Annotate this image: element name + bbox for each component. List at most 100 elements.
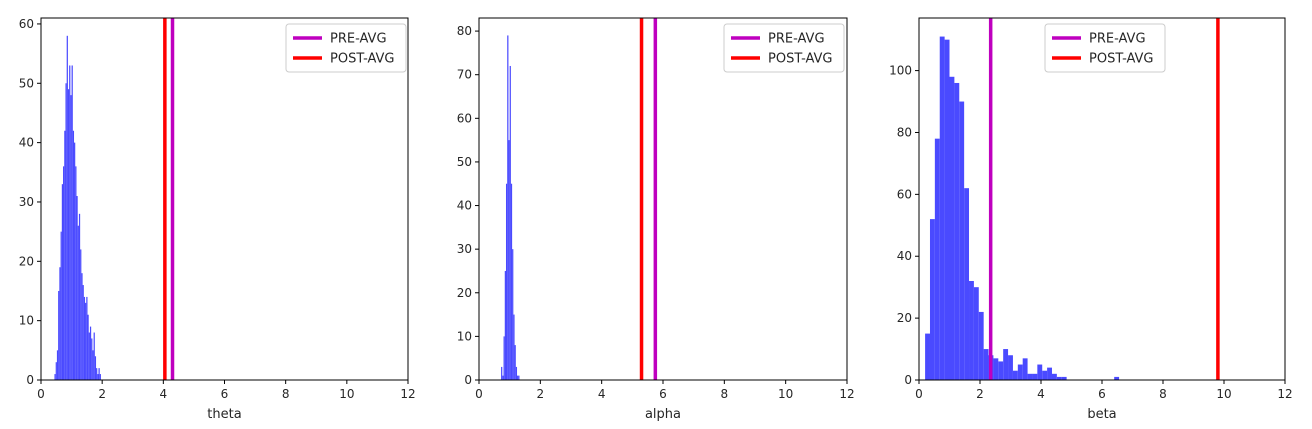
histogram-bar	[93, 332, 95, 380]
x-tick-label: 8	[282, 387, 290, 401]
histogram-bar	[98, 368, 100, 380]
legend: PRE-AVG POST-AVG	[285, 23, 407, 73]
histogram-bar	[1008, 355, 1013, 380]
histogram-bar	[63, 166, 65, 380]
histogram-bars	[925, 36, 1120, 381]
histogram-bar	[71, 65, 73, 381]
histogram-bar	[998, 361, 1004, 380]
legend-label: POST-AVG	[330, 52, 395, 67]
histogram-bar	[1022, 358, 1028, 380]
histogram-bar	[74, 142, 76, 380]
histogram-bar	[1114, 376, 1120, 380]
x-axis-label: theta	[207, 407, 241, 422]
histogram-bar	[91, 338, 93, 380]
legend-label: POST-AVG	[1089, 52, 1154, 67]
x-tick-label: 2	[537, 387, 545, 401]
chart-panel-beta: 0 2 4 6 8 10 12 0 20 40 60 80 100 beta PRE-AVG POST-AVG	[889, 17, 1293, 422]
histogram-bar	[72, 130, 75, 380]
histogram-bar	[939, 36, 945, 381]
histogram-bar	[61, 184, 64, 380]
x-tick-label: 8	[1159, 387, 1167, 401]
histogram-bar	[993, 358, 999, 380]
histogram-bar	[66, 35, 68, 380]
histogram-bar	[59, 267, 61, 380]
histogram-bar	[517, 375, 519, 380]
histogram-bar	[512, 249, 514, 380]
chart-panel-theta: 0 2 4 6 8 10 12 0 10 20 30 40 50 60 theta PRE-AVG POST-A…	[19, 17, 416, 422]
y-tick-label: 80	[897, 125, 912, 139]
histogram-bar	[1003, 349, 1009, 380]
histogram-bar	[508, 140, 510, 380]
y-tick-label: 50	[457, 155, 472, 169]
histogram-bar	[76, 196, 78, 380]
histogram-bar	[504, 270, 506, 380]
y-tick-label: 60	[19, 17, 34, 31]
histogram-bar	[89, 326, 92, 380]
histogram-bar	[1042, 370, 1048, 380]
histogram-bar	[99, 374, 101, 380]
histogram-bar	[60, 231, 62, 380]
x-tick-label: 4	[598, 387, 606, 401]
histogram-bar	[503, 336, 505, 380]
histogram-bar	[513, 314, 515, 380]
histogram-bar	[1027, 373, 1033, 380]
x-tick-label: 4	[1037, 387, 1045, 401]
histogram-bar	[925, 333, 930, 380]
legend-box	[285, 23, 407, 73]
y-tick-label: 30	[19, 195, 34, 209]
histogram-bar	[959, 101, 965, 381]
x-tick-label: 2	[976, 387, 984, 401]
y-tick-label: 0	[904, 373, 912, 387]
x-tick-label: 12	[1277, 387, 1292, 401]
histogram-bar	[969, 280, 974, 380]
x-tick-label: 12	[839, 387, 854, 401]
histogram-bar	[81, 273, 83, 380]
legend-label: PRE-AVG	[768, 32, 825, 47]
y-tick-label: 10	[457, 329, 472, 343]
histogram-bar	[515, 366, 518, 380]
legend: PRE-AVG POST-AVG	[1044, 23, 1166, 73]
histogram-bar	[88, 332, 90, 380]
x-tick-label: 12	[400, 387, 415, 401]
histogram-bar	[501, 366, 503, 380]
histogram-bar	[1037, 364, 1043, 380]
x-tick-label: 4	[160, 387, 168, 401]
histogram-bar	[82, 285, 84, 380]
x-tick-label: 2	[98, 387, 106, 401]
histogram-bar	[1061, 376, 1067, 380]
y-tick-label: 20	[457, 286, 472, 300]
x-tick-label: 10	[778, 387, 793, 401]
histogram-bar	[518, 375, 520, 380]
histogram-bar	[54, 374, 56, 380]
histogram-bar	[94, 356, 97, 380]
y-tick-label: 20	[897, 311, 912, 325]
x-tick-label: 0	[37, 387, 45, 401]
legend-label: PRE-AVG	[1089, 32, 1146, 47]
histogram-bar	[973, 287, 979, 380]
histogram-bar	[77, 225, 79, 380]
histogram-bar	[510, 183, 513, 380]
y-tick-label: 80	[457, 24, 472, 38]
y-tick-label: 40	[457, 199, 472, 213]
legend-label: PRE-AVG	[330, 32, 387, 47]
histogram-bar	[86, 296, 88, 380]
histogram-bar	[1051, 373, 1057, 380]
histogram-bar	[1032, 373, 1038, 380]
histogram-bar	[1012, 370, 1018, 380]
x-tick-label: 6	[659, 387, 667, 401]
histogram-bar	[87, 314, 89, 380]
histogram-bar	[75, 166, 77, 380]
histogram-bar	[56, 350, 59, 380]
x-tick-label: 0	[475, 387, 483, 401]
x-tick-label: 8	[721, 387, 729, 401]
histogram-bar	[92, 350, 94, 380]
histogram-bar	[55, 362, 57, 380]
y-tick-label: 60	[897, 187, 912, 201]
histogram-bars	[501, 35, 520, 381]
y-tick-label: 20	[19, 254, 34, 268]
legend-label: POST-AVG	[768, 52, 833, 67]
y-tick-label: 0	[26, 373, 34, 387]
histogram-bar	[949, 76, 955, 381]
legend: PRE-AVG POST-AVG	[723, 23, 845, 73]
y-tick-label: 40	[19, 136, 34, 150]
